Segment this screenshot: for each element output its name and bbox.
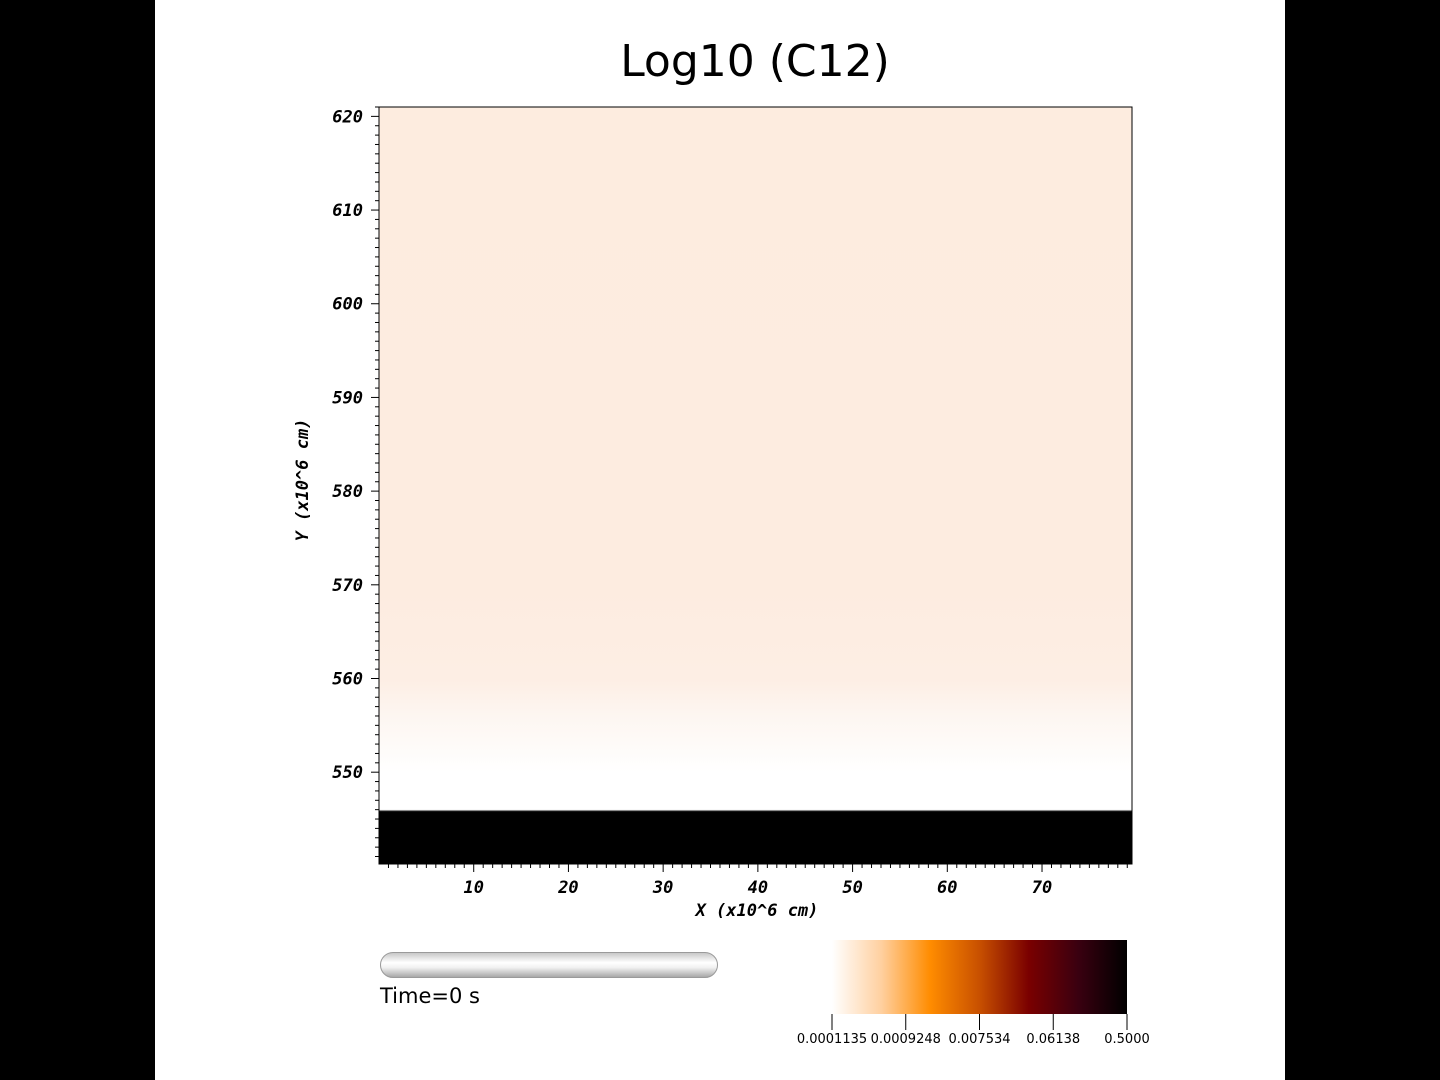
time-progress-bar [380, 952, 718, 978]
time-label: Time=0 s [380, 984, 480, 1008]
x-tick-label: 50 [842, 878, 862, 898]
y-axis-title: Y (x10^6 cm) [293, 419, 313, 542]
y-tick-label: 610 [332, 201, 363, 221]
x-axis-title: X (x10^6 cm) [694, 901, 819, 921]
y-tick-label: 570 [332, 576, 363, 596]
heatmap-field [379, 107, 1132, 864]
y-tick-label: 620 [332, 107, 363, 127]
y-tick-label: 590 [332, 388, 363, 408]
x-tick-label: 30 [652, 878, 673, 898]
x-tick-label: 70 [1032, 878, 1052, 898]
colorbar [832, 940, 1127, 1014]
colorbar-swatch [832, 940, 1127, 1014]
colorbar-tick-label: 0.007534 [948, 1032, 1011, 1047]
x-tick-label: 10 [463, 878, 483, 898]
x-tick-label: 60 [937, 878, 957, 898]
y-tick-label: 600 [332, 295, 363, 315]
y-tick-label: 550 [332, 763, 363, 783]
x-tick-label: 40 [748, 878, 768, 898]
y-axis-ticks: 550 560 570 580 590 600 610 620 [332, 106, 379, 858]
colorbar-tick-label: 0.5000 [1104, 1032, 1150, 1047]
y-tick-label: 560 [332, 669, 363, 689]
y-tick-label: 580 [332, 482, 363, 502]
x-tick-label: 20 [557, 878, 578, 898]
colorbar-tick-label: 0.0009248 [870, 1032, 941, 1047]
colorbar-tick-label: 0.0001135 [796, 1032, 868, 1047]
colorbar-tick-label: 0.06138 [1026, 1032, 1081, 1047]
plot-frame [378, 106, 1133, 865]
x-axis-ticks: 10 20 30 40 50 60 70 [387, 864, 1128, 898]
